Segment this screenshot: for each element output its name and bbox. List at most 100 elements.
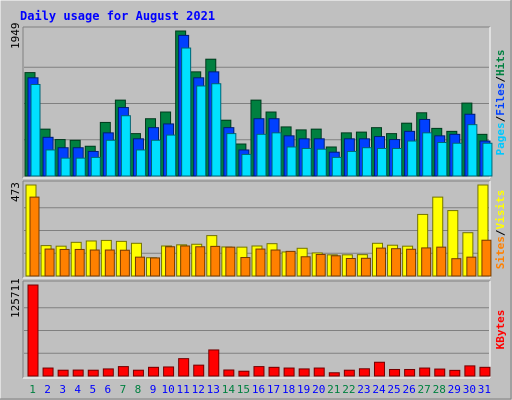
bar-kbytes-day-21 bbox=[328, 372, 340, 377]
bar-sites-day-28 bbox=[436, 246, 447, 277]
bar-sites-day-12 bbox=[195, 246, 206, 277]
bar-sites-day-17 bbox=[270, 249, 281, 277]
bar-kbytes-day-20 bbox=[313, 367, 325, 377]
panel-top bbox=[22, 26, 493, 179]
bar-kbytes-day-28 bbox=[434, 368, 446, 377]
bar-sites-day-9 bbox=[150, 257, 161, 277]
x-tick-label-day-20: 20 bbox=[312, 383, 325, 396]
bar-pages-day-9 bbox=[151, 139, 162, 177]
legend-bottom-panel: KBytes bbox=[494, 310, 507, 350]
bar-kbytes-day-27 bbox=[419, 367, 431, 377]
bar-sites-day-8 bbox=[134, 256, 145, 277]
bar-sites-day-11 bbox=[180, 245, 191, 277]
bar-kbytes-day-7 bbox=[117, 366, 129, 377]
x-tick-label-day-17: 17 bbox=[267, 383, 280, 396]
bar-sites-day-27 bbox=[421, 247, 432, 277]
bar-pages-day-17 bbox=[271, 132, 282, 177]
panel-middle bbox=[22, 180, 492, 279]
x-tick-label-day-24: 24 bbox=[372, 383, 386, 396]
bar-sites-day-7 bbox=[119, 249, 130, 277]
bar-pages-day-21 bbox=[331, 156, 342, 177]
bar-pages-day-27 bbox=[422, 132, 433, 177]
chart-panels bbox=[22, 26, 493, 379]
bar-kbytes-day-19 bbox=[298, 368, 310, 377]
x-tick-label-day-8: 8 bbox=[135, 383, 142, 396]
panel-bottom bbox=[22, 280, 491, 379]
bar-pages-day-30 bbox=[467, 124, 478, 177]
bar-kbytes-day-8 bbox=[132, 369, 144, 377]
x-tick-label-day-12: 12 bbox=[192, 383, 205, 396]
bar-pages-day-2 bbox=[45, 149, 56, 177]
bar-kbytes-day-10 bbox=[163, 366, 175, 377]
series-pages bbox=[30, 47, 493, 177]
bar-pages-day-29 bbox=[452, 142, 463, 177]
bar-pages-day-4 bbox=[75, 157, 86, 177]
legend-pages: Pages bbox=[494, 122, 507, 155]
bar-sites-day-3 bbox=[59, 248, 70, 277]
bar-kbytes-day-11 bbox=[178, 358, 190, 377]
legend-files: Files bbox=[494, 83, 507, 116]
bar-pages-day-11 bbox=[181, 47, 192, 177]
bar-pages-day-7 bbox=[120, 115, 131, 177]
x-tick-label-day-2: 2 bbox=[44, 383, 51, 396]
x-tick-label-day-21: 21 bbox=[327, 383, 340, 396]
legend-separator: / bbox=[494, 115, 507, 122]
legend-visits: Visits bbox=[494, 190, 507, 230]
panel-frame bbox=[23, 281, 490, 378]
x-tick-label-day-3: 3 bbox=[59, 383, 66, 396]
x-tick-label-day-23: 23 bbox=[357, 383, 370, 396]
bar-sites-day-26 bbox=[406, 248, 417, 277]
x-tick-label-day-15: 15 bbox=[237, 383, 250, 396]
bar-sites-day-19 bbox=[300, 256, 311, 277]
x-tick-label-day-28: 28 bbox=[433, 383, 446, 396]
bar-kbytes-day-13 bbox=[208, 349, 220, 377]
bar-pages-day-16 bbox=[256, 133, 267, 177]
x-tick-label-day-22: 22 bbox=[342, 383, 355, 396]
bar-kbytes-day-9 bbox=[148, 366, 160, 377]
bar-sites-day-4 bbox=[74, 248, 85, 277]
x-tick-label-day-16: 16 bbox=[252, 383, 265, 396]
middle-panel-max-label: 473 bbox=[9, 182, 22, 202]
bar-kbytes-day-2 bbox=[42, 367, 54, 377]
x-tick-label-day-27: 27 bbox=[418, 383, 431, 396]
bar-pages-day-1 bbox=[30, 83, 41, 177]
bar-pages-day-31 bbox=[482, 142, 493, 177]
top-panel-max-label: 1949 bbox=[9, 23, 22, 50]
bar-sites-day-1 bbox=[29, 196, 40, 277]
legend-hits: Hits bbox=[494, 50, 507, 77]
bar-kbytes-day-22 bbox=[343, 369, 355, 377]
legend-separator: / bbox=[494, 229, 507, 236]
x-tick-label-day-19: 19 bbox=[297, 383, 310, 396]
bar-pages-day-24 bbox=[376, 147, 387, 177]
bar-kbytes-day-14 bbox=[223, 369, 235, 377]
bar-pages-day-12 bbox=[196, 85, 207, 177]
bar-kbytes-day-31 bbox=[479, 366, 491, 377]
bar-kbytes-day-25 bbox=[389, 368, 401, 377]
bar-pages-day-3 bbox=[60, 157, 71, 177]
bar-pages-day-15 bbox=[241, 153, 252, 177]
bottom-panel-max-label: 125711 bbox=[9, 278, 22, 318]
bar-kbytes-day-30 bbox=[464, 365, 476, 377]
bar-pages-day-19 bbox=[301, 147, 312, 177]
bar-pages-day-18 bbox=[286, 146, 297, 177]
bar-sites-day-21 bbox=[330, 255, 341, 277]
bar-sites-day-13 bbox=[210, 245, 221, 277]
bar-sites-day-25 bbox=[391, 248, 402, 277]
x-tick-label-day-13: 13 bbox=[207, 383, 220, 396]
bar-pages-day-23 bbox=[361, 147, 372, 177]
bar-pages-day-28 bbox=[437, 142, 448, 177]
bar-kbytes-day-1 bbox=[27, 284, 39, 377]
x-tick-label-day-11: 11 bbox=[177, 383, 190, 396]
x-tick-label-day-31: 31 bbox=[478, 383, 491, 396]
x-axis-labels: 1 2 3 4 5 6 7 8 9 10 11 12 13 14 15 16 17 18 19 20 21 22 23 24 2… bbox=[29, 383, 491, 396]
bar-kbytes-day-29 bbox=[449, 369, 461, 377]
bar-sites-day-14 bbox=[225, 246, 236, 277]
legend-kbytes: KBytes bbox=[494, 310, 507, 350]
bar-sites-day-5 bbox=[89, 249, 100, 277]
bar-sites-day-16 bbox=[255, 248, 266, 277]
x-tick-label-day-9: 9 bbox=[150, 383, 157, 396]
bar-kbytes-day-6 bbox=[102, 368, 114, 377]
bar-sites-day-22 bbox=[345, 257, 356, 277]
bar-sites-day-6 bbox=[104, 249, 115, 277]
